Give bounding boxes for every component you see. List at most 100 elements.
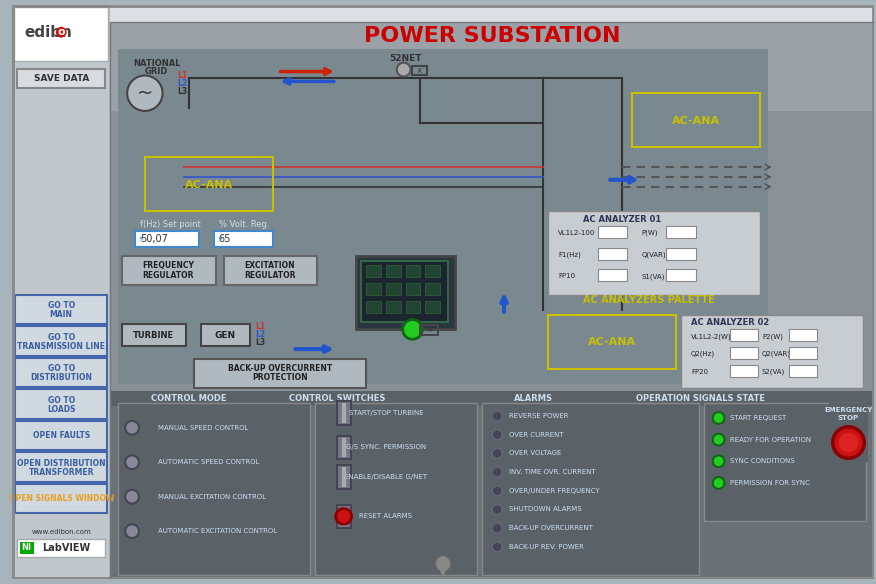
Bar — [15, 358, 108, 387]
Bar — [336, 465, 350, 489]
Text: 8: 8 — [391, 268, 395, 274]
Text: 8: 8 — [391, 304, 395, 310]
Bar — [667, 248, 696, 259]
Bar — [406, 301, 420, 312]
Circle shape — [403, 319, 422, 339]
Text: AC-ANA: AC-ANA — [589, 337, 636, 347]
Bar — [386, 283, 400, 295]
Text: START/STOP TURBINE: START/STOP TURBINE — [349, 410, 423, 416]
Text: GEN: GEN — [215, 331, 237, 340]
Text: INV. TIME OVR. CURRENT: INV. TIME OVR. CURRENT — [509, 469, 596, 475]
Text: 8: 8 — [410, 286, 414, 292]
Text: 8: 8 — [391, 286, 395, 292]
Text: LOADS: LOADS — [47, 405, 75, 413]
Text: OPEN DISTRIBUTION: OPEN DISTRIBUTION — [17, 459, 105, 468]
Circle shape — [492, 430, 502, 440]
Circle shape — [833, 427, 865, 458]
Bar — [336, 436, 350, 459]
Text: GO TO: GO TO — [47, 396, 74, 405]
Text: TRANSFORMER: TRANSFORMER — [28, 468, 94, 477]
Text: BACK-UP OVERCURRENT: BACK-UP OVERCURRENT — [509, 525, 593, 531]
Text: OPEN SIGNALS WINDOW: OPEN SIGNALS WINDOW — [9, 494, 114, 503]
Text: NI: NI — [21, 543, 31, 552]
Bar — [548, 315, 676, 369]
Bar — [406, 283, 420, 295]
Bar — [426, 301, 440, 312]
Circle shape — [492, 523, 502, 533]
Bar — [366, 283, 381, 295]
Text: STOP: STOP — [838, 415, 859, 421]
Bar — [15, 390, 108, 419]
Text: MANUAL SPEED CONTROL: MANUAL SPEED CONTROL — [158, 425, 248, 431]
Bar — [731, 347, 758, 359]
Text: FREQUENCY: FREQUENCY — [143, 261, 194, 270]
Bar — [483, 403, 699, 575]
Text: n: n — [61, 25, 72, 40]
Text: S1(VA): S1(VA) — [642, 273, 665, 280]
Text: MAIN: MAIN — [50, 310, 73, 319]
Text: READY FOR OPERATION: READY FOR OPERATION — [731, 437, 811, 443]
Text: www.edibon.com: www.edibon.com — [32, 529, 91, 535]
Text: ENABLE/DISABLE G/NET: ENABLE/DISABLE G/NET — [344, 474, 427, 480]
Text: L2: L2 — [255, 330, 265, 339]
Bar — [731, 329, 758, 341]
Text: L1: L1 — [255, 322, 265, 331]
Bar — [123, 256, 215, 285]
Text: VL1L2-100: VL1L2-100 — [558, 230, 596, 236]
Text: 8: 8 — [371, 286, 376, 292]
Text: REGULATOR: REGULATOR — [143, 271, 194, 280]
Bar — [15, 484, 108, 513]
Text: L3: L3 — [177, 87, 187, 96]
Text: AC ANALYZER 01: AC ANALYZER 01 — [583, 215, 661, 224]
Circle shape — [125, 524, 139, 538]
Text: MANUAL EXCITATION CONTROL: MANUAL EXCITATION CONTROL — [158, 493, 265, 500]
Text: TURBINE: TURBINE — [133, 331, 174, 340]
Bar — [548, 211, 759, 295]
Bar — [20, 542, 33, 554]
Bar — [357, 256, 455, 329]
Text: FP10: FP10 — [558, 273, 576, 279]
Text: START REQUEST: START REQUEST — [731, 415, 787, 421]
Text: 50,07: 50,07 — [140, 234, 168, 244]
Circle shape — [492, 542, 502, 552]
Circle shape — [713, 477, 724, 489]
Text: ⚡: ⚡ — [137, 234, 144, 244]
Text: REGULATOR: REGULATOR — [244, 271, 295, 280]
Text: EMERGENCY: EMERGENCY — [824, 407, 872, 413]
Circle shape — [492, 411, 502, 421]
Bar — [118, 403, 310, 575]
Text: L3: L3 — [255, 338, 265, 347]
Bar — [366, 301, 381, 312]
Text: P2(W): P2(W) — [762, 333, 783, 339]
Bar — [12, 5, 110, 579]
Bar — [14, 6, 109, 61]
Text: 52G: 52G — [403, 313, 422, 322]
Bar — [223, 256, 317, 285]
Bar — [17, 539, 105, 557]
Circle shape — [713, 434, 724, 446]
Text: G/S SYNC. PERMISSION: G/S SYNC. PERMISSION — [346, 444, 426, 450]
Bar — [597, 226, 627, 238]
Text: PERMISSION FOR SYNC: PERMISSION FOR SYNC — [731, 480, 810, 486]
Circle shape — [125, 421, 139, 434]
Text: % Volt. Reg.: % Volt. Reg. — [219, 220, 269, 228]
Bar — [194, 359, 366, 388]
Text: GO TO: GO TO — [47, 364, 74, 373]
Bar — [406, 266, 420, 277]
Bar — [789, 365, 817, 377]
Bar — [366, 266, 381, 277]
Text: POWER SUBSTATION: POWER SUBSTATION — [364, 26, 620, 46]
Bar — [336, 401, 350, 425]
Bar — [667, 269, 696, 281]
Text: 8: 8 — [430, 268, 434, 274]
Text: Q2(Hz): Q2(Hz) — [691, 351, 715, 357]
Bar — [336, 505, 350, 528]
Text: AC ANALYZER 02: AC ANALYZER 02 — [691, 318, 769, 327]
Bar — [214, 231, 272, 246]
Circle shape — [397, 62, 411, 77]
Text: GO TO: GO TO — [47, 301, 74, 310]
Circle shape — [125, 490, 139, 503]
Circle shape — [713, 456, 724, 467]
Bar — [386, 266, 400, 277]
Text: OPEN FAULTS: OPEN FAULTS — [32, 431, 90, 440]
